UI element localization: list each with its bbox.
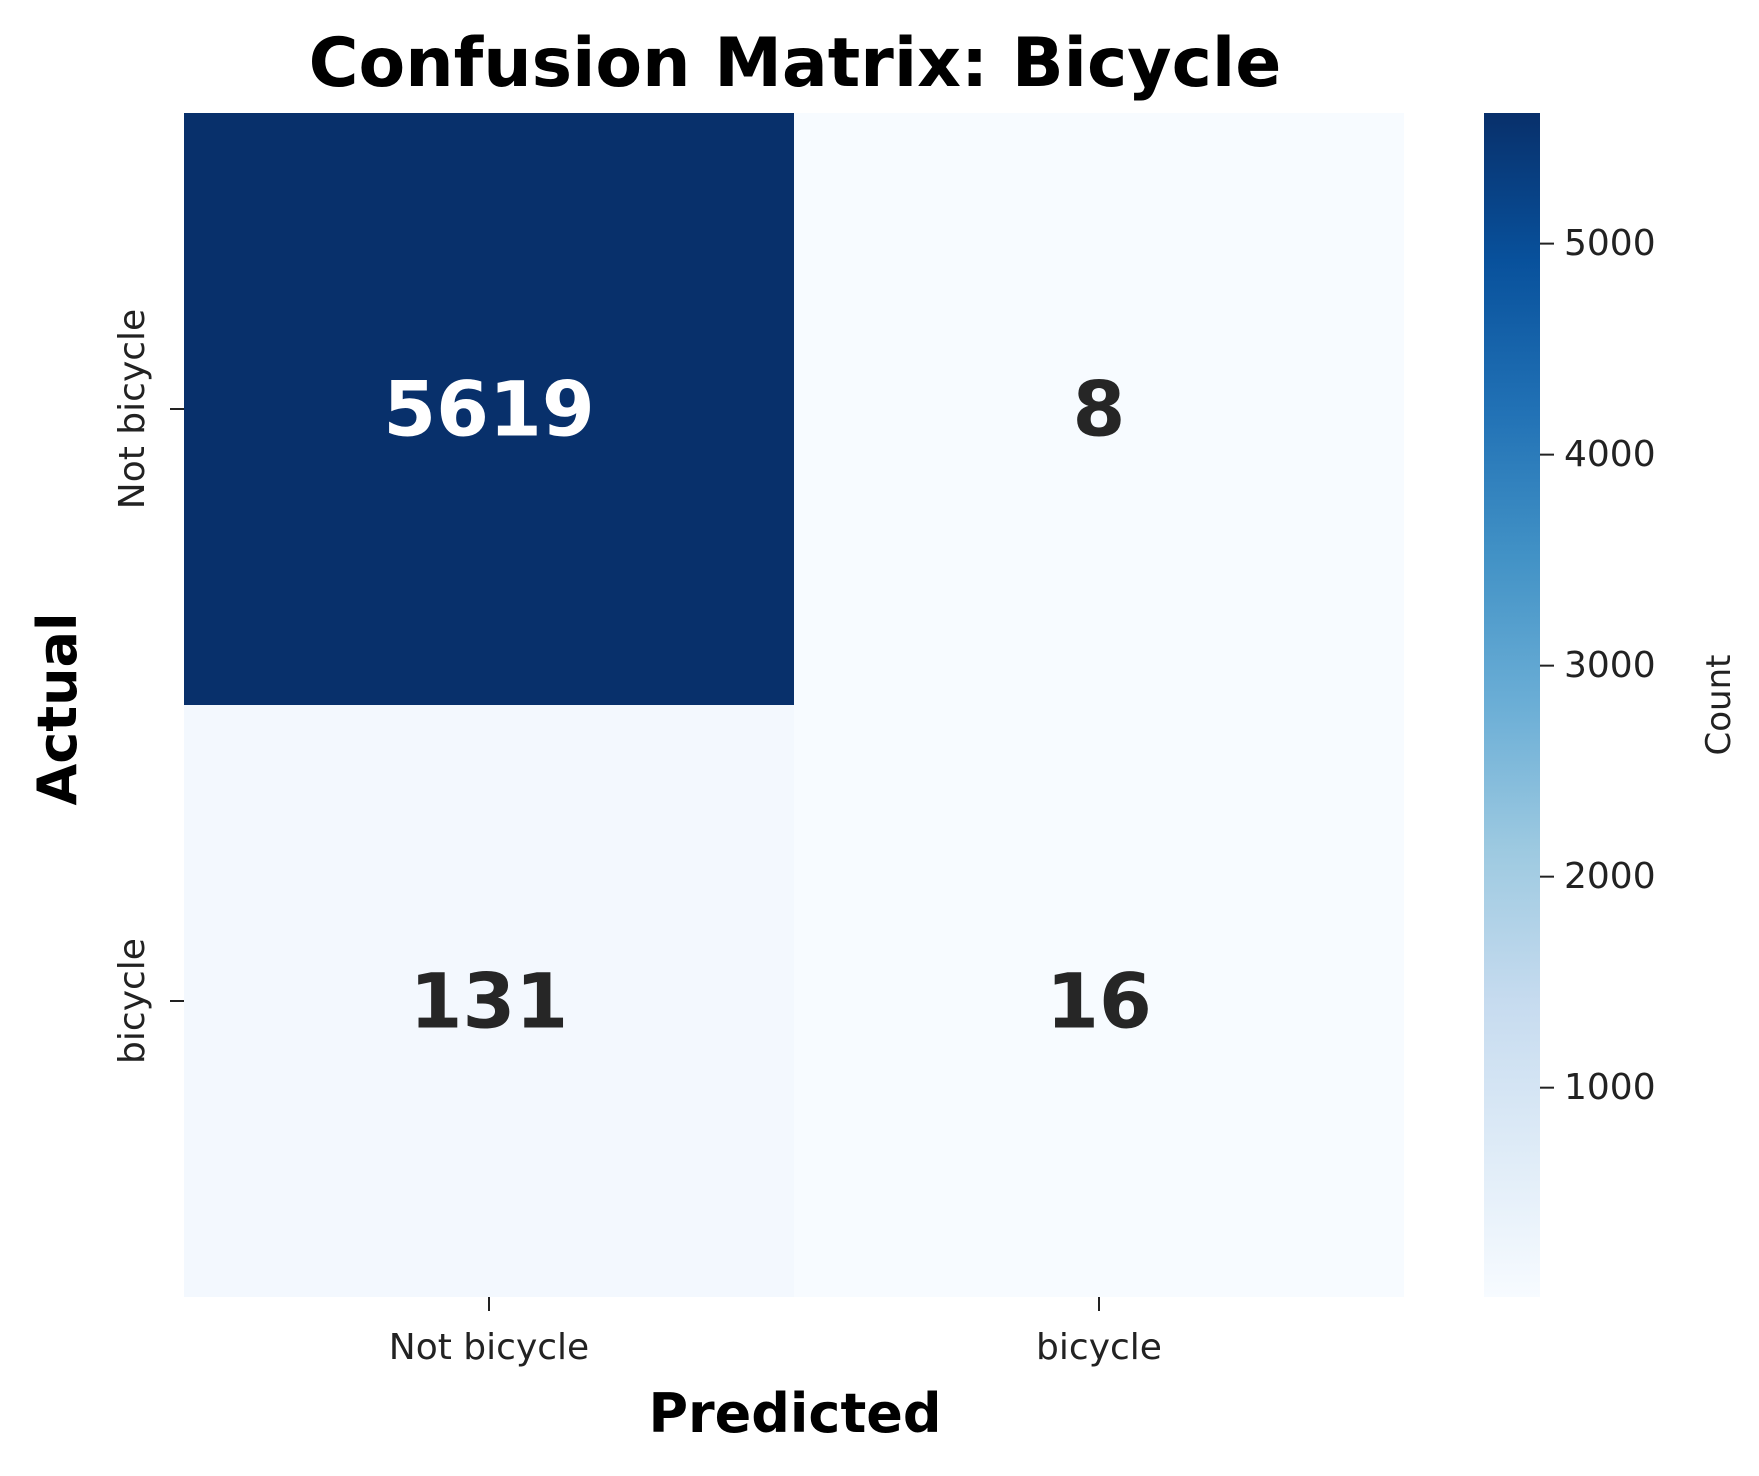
heatmap-cell [794,113,1404,705]
x-tick-label: Not bicycle [389,1327,589,1368]
cell-value-label: 16 [1046,957,1152,1046]
y-tick-label: Not bicycle [112,309,153,509]
colorbar-tick-label: 2000 [1564,856,1656,897]
y-axis-ticks: Not bicycle bicycle [112,309,184,1064]
x-axis-label: Predicted [648,1382,941,1445]
colorbar-ticks: 1000 2000 3000 4000 5000 [1540,223,1656,1108]
y-axis-label: Actual [26,612,89,805]
colorbar-label: Count [1699,655,1739,756]
colorbar-tick-label: 5000 [1564,223,1656,264]
cell-labels: 5619 8 131 16 [383,365,1152,1046]
heatmap-cells [184,113,1404,1297]
heatmap-cell [184,113,794,705]
colorbar-tick-label: 4000 [1564,434,1656,475]
y-tick-label: bicycle [112,938,153,1064]
heatmap-cell [184,705,794,1297]
cell-value-label: 131 [410,957,569,1046]
x-tick-label: bicycle [1036,1327,1162,1368]
cell-value-label: 5619 [383,365,595,454]
heatmap-cell [794,705,1404,1297]
x-axis-ticks: Not bicycle bicycle [389,1297,1162,1368]
cell-value-label: 8 [1073,365,1126,454]
chart-title: Confusion Matrix: Bicycle [309,24,1282,103]
colorbar [1484,113,1540,1297]
colorbar-tick-label: 3000 [1564,645,1656,686]
colorbar-tick-label: 1000 [1564,1067,1656,1108]
